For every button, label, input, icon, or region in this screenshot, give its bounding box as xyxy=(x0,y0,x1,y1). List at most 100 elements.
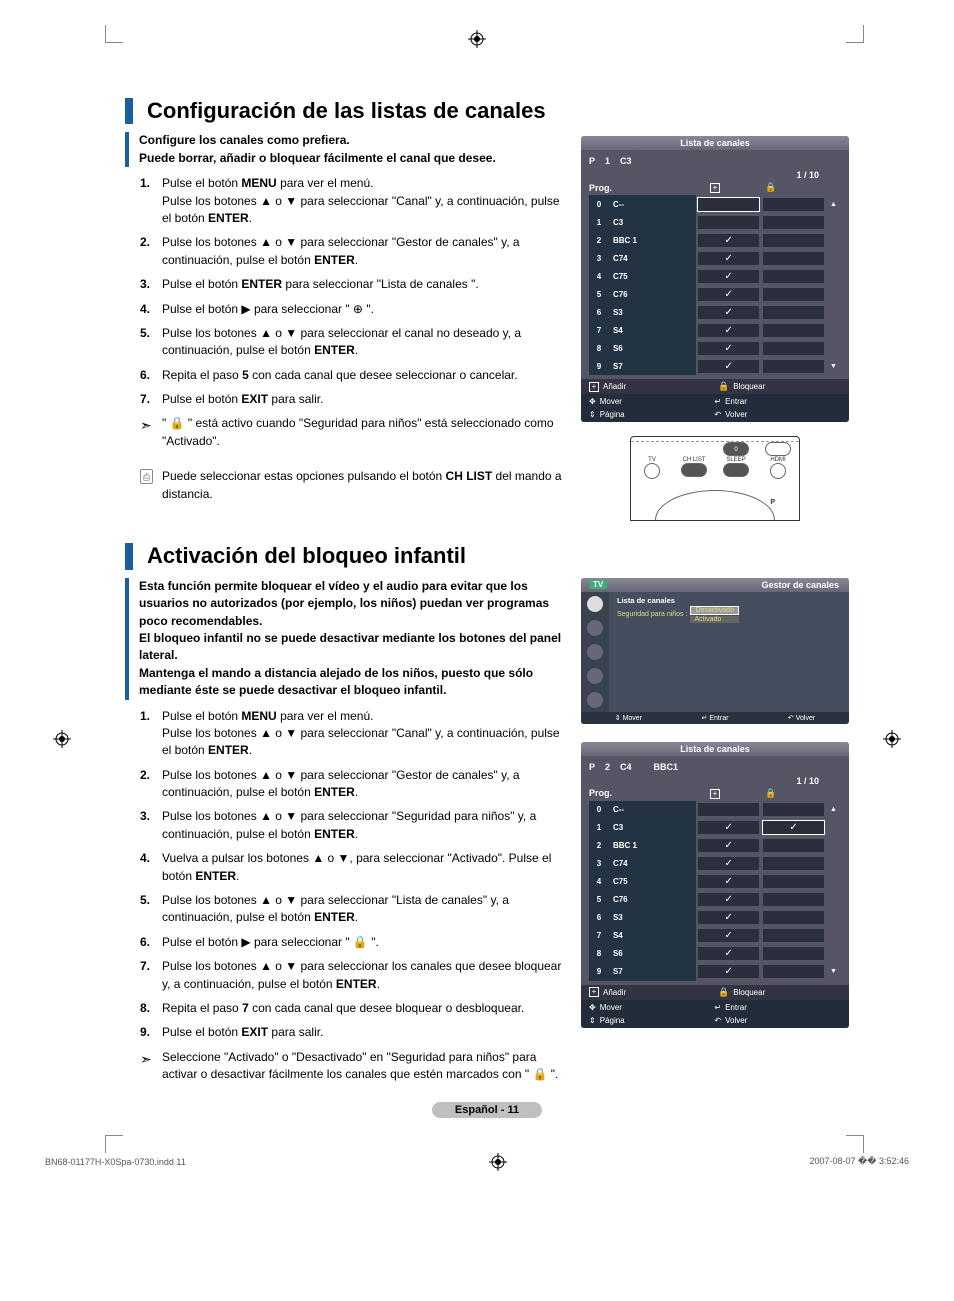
subtitle-line: Esta función permite bloquear el vídeo y… xyxy=(139,578,563,630)
step-item: 1.Pulse el botón MENU para ver el menú.P… xyxy=(140,708,563,760)
lock-column-icon: 🔒 xyxy=(743,788,799,799)
step-item: 3.Pulse el botón ENTER para seleccionar … xyxy=(140,276,563,293)
registration-mark-left xyxy=(53,730,71,748)
sidebar-icon xyxy=(587,596,603,612)
channel-row: 1C3 xyxy=(589,213,841,231)
osd-current-channel: P 2 C4 BBC1 xyxy=(589,762,841,772)
step-item: 5.Pulse los botones ▲ o ▼ para seleccion… xyxy=(140,892,563,927)
osd-column-header: Prog. + 🔒 xyxy=(589,788,841,799)
return-icon: ↶ xyxy=(788,715,794,722)
lock-column-icon: 🔒 xyxy=(743,182,799,193)
step-item: 4.Vuelva a pulsar los botones ▲ o ▼, par… xyxy=(140,850,563,885)
page-icon: ⇕ xyxy=(589,410,596,419)
remote-control-snippet: 0 TVCH LISTSLEEPHDMI P xyxy=(630,436,800,521)
registration-mark-right xyxy=(883,730,901,748)
channel-row: 5C76✓ xyxy=(589,285,841,303)
remote-button-label: CH LIST xyxy=(678,457,710,479)
enter-icon: ↵ xyxy=(714,397,721,406)
crop-mark xyxy=(105,1135,123,1153)
sidebar-icon xyxy=(587,692,603,708)
channel-row: 7S4✓ xyxy=(589,321,841,339)
osd-legend-row2: ✥Mover ↵Entrar ⇕Página ↶Volver xyxy=(581,1000,849,1028)
channel-row: 7S4✓ xyxy=(589,927,841,945)
lock-icon: 🔒 xyxy=(718,987,729,998)
section2-subtitle: Esta función permite bloquear el vídeo y… xyxy=(125,578,563,700)
crop-mark xyxy=(846,25,864,43)
channel-row: 8S6✓ xyxy=(589,945,841,963)
remote-button-label: SLEEP xyxy=(720,457,752,479)
osd-footer-legend: ⇕ Mover ↵ Entrar ↶ Volver xyxy=(581,712,849,724)
print-footer: BN68-01177H-X0Spa-0730.indd 11 2007-08-0… xyxy=(35,1153,919,1171)
osd-channel-manager: TV Gestor de canales Lista de canales Se… xyxy=(581,578,849,724)
add-icon: + xyxy=(589,382,599,392)
osd-channel-list-1: Lista de canales P 1 C3 1 / 10 Prog. + 🔒… xyxy=(581,136,849,422)
enter-icon: ↵ xyxy=(714,1003,721,1012)
osd-legend-row1: +Añadir 🔒Bloquear xyxy=(581,985,849,1000)
option: Activado xyxy=(690,616,739,623)
step-item: 8.Repita el paso 7 con cada canal que de… xyxy=(140,1000,563,1017)
osd-legend-row2: ✥Mover ↵Entrar ⇕Página ↶Volver xyxy=(581,394,849,422)
channel-row: 4C75✓ xyxy=(589,267,841,285)
channel-row: 2BBC 1✓ xyxy=(589,231,841,249)
page-number-badge: Español - 11 xyxy=(432,1102,542,1118)
move-icon: ✥ xyxy=(589,1003,596,1012)
remote-button-label: TV xyxy=(636,457,668,479)
channel-row: 0C--▲ xyxy=(589,195,841,213)
crop-mark xyxy=(105,25,123,43)
add-column-icon: + xyxy=(687,182,743,193)
registration-mark-bottom xyxy=(489,1153,507,1171)
section1-note: ➣ " 🔒 " está activo cuando "Seguridad pa… xyxy=(125,415,563,450)
section1-steps: 1.Pulse el botón MENU para ver el menú.P… xyxy=(125,175,563,408)
section1-title: Configuración de las listas de canales xyxy=(125,98,849,124)
menu-item: Seguridad para niños : Desactivado Activ… xyxy=(617,606,841,623)
step-item: 3.Pulse los botones ▲ o ▼ para seleccion… xyxy=(140,808,563,843)
osd-category-sidebar xyxy=(581,592,609,712)
channel-row: 1C3✓✓ xyxy=(589,819,841,837)
add-column-icon: + xyxy=(687,788,743,799)
step-item: 1.Pulse el botón MENU para ver el menú.P… xyxy=(140,175,563,227)
step-item: 2.Pulse los botones ▲ o ▼ para seleccion… xyxy=(140,767,563,802)
channel-row: 9S7✓▼ xyxy=(589,357,841,375)
osd-column-header: Prog. + 🔒 xyxy=(589,182,841,193)
note-arrow-icon: ➣ xyxy=(140,415,162,450)
step-item: 5.Pulse los botones ▲ o ▼ para seleccion… xyxy=(140,325,563,360)
channel-row: 3C74✓ xyxy=(589,249,841,267)
section2-title: Activación del bloqueo infantil xyxy=(125,543,849,569)
osd-page-counter: 1 / 10 xyxy=(589,170,841,180)
channel-row: 9S7✓▼ xyxy=(589,963,841,981)
section1-info: ⎙ Puede seleccionar estas opciones pulsa… xyxy=(125,468,563,503)
osd-title: Lista de canales xyxy=(581,136,849,150)
channel-row: 6S3✓ xyxy=(589,303,841,321)
step-item: 7.Pulse el botón EXIT para salir. xyxy=(140,391,563,408)
channel-row: 8S6✓ xyxy=(589,339,841,357)
move-icon: ⇕ xyxy=(615,715,621,722)
osd-title: TV Gestor de canales xyxy=(581,578,849,592)
osd-title: Lista de canales xyxy=(581,742,849,756)
subtitle-line: Puede borrar, añadir o bloquear fácilmen… xyxy=(139,150,563,167)
channel-row: 6S3✓ xyxy=(589,909,841,927)
step-item: 2.Pulse los botones ▲ o ▼ para seleccion… xyxy=(140,234,563,269)
return-icon: ↶ xyxy=(714,1016,721,1025)
return-icon: ↶ xyxy=(714,410,721,419)
section2-steps: 1.Pulse el botón MENU para ver el menú.P… xyxy=(125,708,563,1042)
add-icon: + xyxy=(589,987,599,997)
channel-row: 4C75✓ xyxy=(589,873,841,891)
remote-hint-icon: ⎙ xyxy=(140,468,162,503)
tv-badge: TV xyxy=(589,580,607,589)
channel-row: 2BBC 1✓ xyxy=(589,837,841,855)
move-icon: ✥ xyxy=(589,397,596,406)
print-timestamp: 2007-08-07 �� 3:52:46 xyxy=(809,1156,909,1167)
crop-mark xyxy=(846,1135,864,1153)
lock-icon: 🔒 xyxy=(718,381,729,392)
remote-button-label: HDMI xyxy=(762,457,794,479)
enter-icon: ↵ xyxy=(702,715,708,722)
sidebar-icon xyxy=(587,620,603,636)
channel-row: 5C76✓ xyxy=(589,891,841,909)
osd-current-channel: P 1 C3 xyxy=(589,156,841,166)
menu-item: Lista de canales xyxy=(617,596,841,605)
section1-subtitle: Configure los canales como prefiera. Pue… xyxy=(125,132,563,167)
section2-note: ➣ Seleccione "Activado" o "Desactivado" … xyxy=(125,1049,563,1084)
channel-row: 3C74✓ xyxy=(589,855,841,873)
osd-channel-list-2: Lista de canales P 2 C4 BBC1 1 / 10 Prog… xyxy=(581,742,849,1028)
subtitle-line: Configure los canales como prefiera. xyxy=(139,132,563,149)
